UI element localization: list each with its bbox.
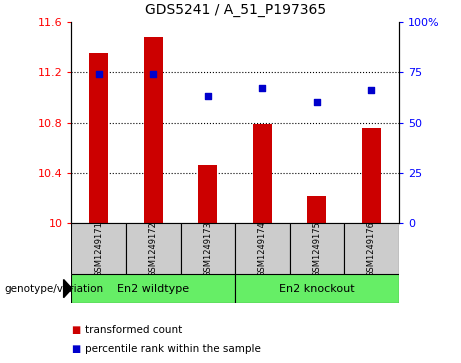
Bar <box>198 165 218 223</box>
Point <box>204 93 212 99</box>
Text: GSM1249176: GSM1249176 <box>367 221 376 277</box>
Text: GSM1249175: GSM1249175 <box>313 221 321 277</box>
Text: percentile rank within the sample: percentile rank within the sample <box>85 344 261 354</box>
Bar <box>253 124 272 223</box>
Bar <box>362 127 381 223</box>
Bar <box>71 223 126 274</box>
Polygon shape <box>64 280 72 298</box>
Bar <box>307 196 326 223</box>
Bar <box>89 53 108 223</box>
Bar <box>144 37 163 223</box>
Text: En2 knockout: En2 knockout <box>279 284 355 294</box>
Bar <box>290 223 344 274</box>
Text: GSM1249173: GSM1249173 <box>203 221 213 277</box>
Text: GSM1249172: GSM1249172 <box>149 221 158 277</box>
Point <box>149 71 157 77</box>
Point <box>259 85 266 91</box>
Bar <box>71 274 235 303</box>
Bar <box>181 223 235 274</box>
Text: transformed count: transformed count <box>85 325 183 335</box>
Point <box>313 99 321 105</box>
Text: ■: ■ <box>71 344 81 354</box>
Text: GSM1249174: GSM1249174 <box>258 221 267 277</box>
Text: En2 wildtype: En2 wildtype <box>117 284 189 294</box>
Text: genotype/variation: genotype/variation <box>5 284 104 294</box>
Point <box>368 87 375 93</box>
Bar <box>126 223 181 274</box>
Text: ■: ■ <box>71 325 81 335</box>
Point <box>95 71 102 77</box>
Bar <box>235 223 290 274</box>
Text: GSM1249171: GSM1249171 <box>94 221 103 277</box>
Bar <box>235 274 399 303</box>
Title: GDS5241 / A_51_P197365: GDS5241 / A_51_P197365 <box>145 3 325 17</box>
Bar <box>344 223 399 274</box>
